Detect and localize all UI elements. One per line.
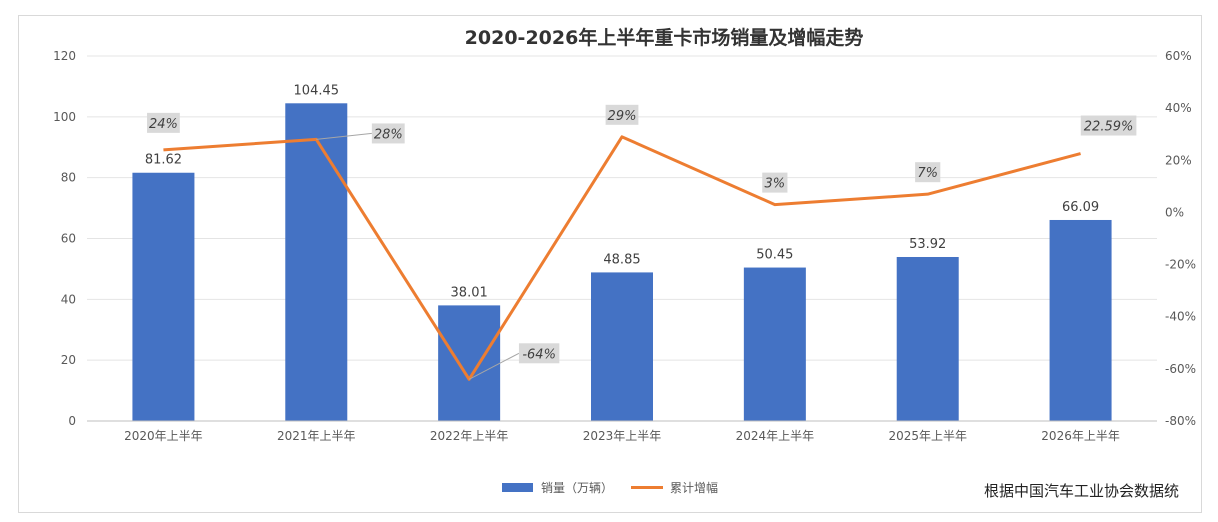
- pct-label: 7%: [917, 166, 938, 181]
- pct-label: 24%: [149, 117, 178, 132]
- y-right-tick-label: -40%: [1165, 310, 1196, 324]
- x-tick-label: 2025年上半年: [888, 429, 967, 443]
- chart-title: 2020-2026年上半年重卡市场销量及增幅走势: [465, 26, 864, 49]
- bar-value-label: 66.09: [1062, 200, 1099, 215]
- source-note: 根据中国汽车工业协会数据统: [984, 482, 1179, 500]
- legend: 销量（万辆） 累计增幅: [502, 480, 718, 495]
- y-left-tick-label: 120: [53, 49, 76, 63]
- legend-bar-label: 销量（万辆）: [541, 481, 613, 495]
- bar: [896, 256, 959, 421]
- x-tick-label: 2024年上半年: [736, 429, 815, 443]
- pct-label-box: [915, 162, 941, 183]
- x-tick-label: 2026年上半年: [1041, 429, 1120, 443]
- pct-label: 22.59%: [1084, 120, 1134, 135]
- y-left-tick-label: 40: [61, 292, 76, 306]
- y-left-tick-label: 0: [68, 414, 76, 428]
- label-layer: 81.62 104.45 38.01 48.85 50.45 53.92 66.09 24% 2…: [145, 83, 1137, 380]
- pct-label-box: [762, 172, 788, 193]
- bar: [438, 305, 501, 421]
- bar: [132, 172, 195, 421]
- x-tick-label: 2021年上半年: [277, 429, 356, 443]
- bar-value-label: 53.92: [909, 237, 946, 252]
- bar: [743, 267, 806, 421]
- bar-value-label: 48.85: [603, 252, 640, 267]
- x-tick-label: 2020年上半年: [124, 429, 203, 443]
- axis-layer: 0 20 40 60 80 100 120 -80% -60% -40% -20% 0% 20% 40% 6…: [53, 49, 1196, 443]
- y-right-tick-label: 20%: [1165, 153, 1192, 167]
- y-left-tick-label: 60: [61, 232, 76, 246]
- y-right-tick-label: 0%: [1165, 205, 1184, 219]
- bar-value-label: 81.62: [145, 153, 182, 168]
- y-right-tick-label: -20%: [1165, 258, 1196, 272]
- pct-label-box: [518, 343, 560, 364]
- x-tick-label: 2022年上半年: [430, 429, 509, 443]
- bar-layer: [132, 103, 1112, 422]
- y-left-tick-label: 100: [53, 110, 76, 124]
- pct-label: 29%: [608, 109, 637, 124]
- y-right-tick-label: 60%: [1165, 49, 1192, 63]
- y-right-tick-label: -80%: [1165, 414, 1196, 428]
- callout-leader: [468, 352, 520, 380]
- bar-value-label: 50.45: [756, 248, 793, 263]
- legend-bar-swatch: [502, 483, 533, 492]
- pct-label: 28%: [374, 127, 403, 142]
- bar-value-label: 104.45: [294, 83, 340, 98]
- legend-line-label: 累计增幅: [670, 480, 718, 495]
- bar: [1049, 219, 1112, 421]
- callout-leader: [316, 132, 372, 140]
- pct-label-box: [605, 104, 639, 125]
- y-right-tick-label: 40%: [1165, 101, 1192, 115]
- x-tick-label: 2023年上半年: [583, 429, 662, 443]
- chart-svg: 2020-2026年上半年重卡市场销量及增幅走势 81.62 104.45 38.0…: [53, 26, 1196, 500]
- y-right-tick-label: -60%: [1165, 362, 1196, 376]
- pct-label-box: [1080, 115, 1137, 136]
- y-left-tick-label: 80: [61, 171, 76, 185]
- bar: [285, 103, 348, 422]
- bar: [591, 272, 653, 421]
- pct-label-box: [371, 123, 405, 144]
- pct-label: 3%: [765, 177, 786, 192]
- pct-label-box: [147, 112, 180, 133]
- y-left-tick-label: 20: [61, 353, 76, 367]
- pct-label: -64%: [522, 347, 556, 362]
- bar-value-label: 38.01: [451, 285, 488, 300]
- chart-frame: 2020-2026年上半年重卡市场销量及增幅走势 81.62 104.45 38.0…: [18, 15, 1202, 513]
